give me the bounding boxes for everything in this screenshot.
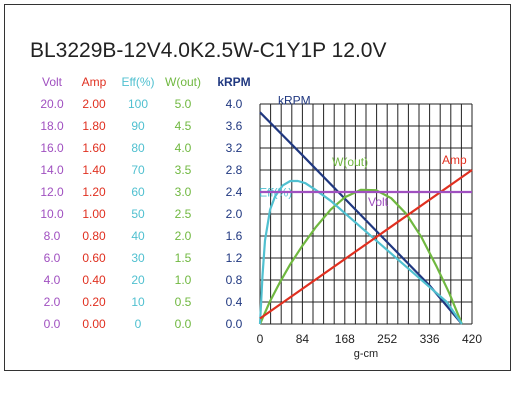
- axis-tick-volt: 16.0: [40, 141, 64, 155]
- axis-tick-wout: 0.5: [175, 295, 192, 309]
- axis-tick-volt: 2.0: [44, 295, 61, 309]
- axis-tick-krpm: 2.8: [226, 163, 243, 177]
- axis-tick-eff: 50: [131, 207, 145, 221]
- axis-tick-wout: 4.0: [175, 141, 192, 155]
- x-tick-label: 420: [462, 332, 482, 346]
- axis-tick-volt: 20.0: [40, 97, 64, 111]
- axis-tick-amp: 1.40: [82, 163, 106, 177]
- series-line-wout: [258, 188, 463, 325]
- axis-tick-wout: 3.5: [175, 163, 192, 177]
- axis-tick-krpm: 0.4: [226, 295, 243, 309]
- axis-tick-krpm: 2.4: [226, 185, 243, 199]
- axis-tick-krpm: 3.2: [226, 141, 243, 155]
- axis-header-krpm: kRPM: [217, 75, 250, 89]
- axis-tick-eff: 20: [131, 273, 145, 287]
- axis-header-eff: Eff(%): [121, 75, 154, 89]
- axis-tick-amp: 0.00: [82, 317, 106, 331]
- axis-tick-eff: 100: [128, 97, 148, 111]
- axis-tick-eff: 40: [131, 229, 145, 243]
- axis-tick-volt: 14.0: [40, 163, 64, 177]
- axis-header-wout: W(out): [165, 75, 201, 89]
- axis-tick-wout: 3.0: [175, 185, 192, 199]
- axis-tick-wout: 1.0: [175, 273, 192, 287]
- axis-header-amp: Amp: [82, 75, 107, 89]
- axis-tick-wout: 4.5: [175, 119, 192, 133]
- axis-tick-krpm: 2.0: [226, 207, 243, 221]
- series-line-krpm: [259, 111, 463, 325]
- axis-tick-amp: 1.80: [82, 119, 106, 133]
- chart-frame: [4, 4, 511, 371]
- axis-tick-amp: 0.60: [82, 251, 106, 265]
- axis-header-volt: Volt: [42, 75, 63, 89]
- series-label-amp: Amp: [442, 153, 467, 167]
- axis-tick-amp: 1.00: [82, 207, 106, 221]
- axis-tick-eff: 60: [131, 185, 145, 199]
- x-tick-label: 252: [377, 332, 397, 346]
- chart-title: BL3229B-12V4.0K2.5W-C1Y1P 12.0V: [30, 39, 386, 62]
- x-tick-label: 84: [296, 332, 310, 346]
- axis-tick-wout: 1.5: [175, 251, 192, 265]
- axis-tick-volt: 12.0: [40, 185, 64, 199]
- axis-tick-amp: 1.60: [82, 141, 106, 155]
- axis-tick-krpm: 0.8: [226, 273, 243, 287]
- axis-tick-volt: 18.0: [40, 119, 64, 133]
- axis-tick-volt: 4.0: [44, 273, 61, 287]
- series-label-volt: Volt: [368, 195, 389, 209]
- axis-tick-amp: 2.00: [82, 97, 106, 111]
- axis-tick-volt: 0.0: [44, 317, 61, 331]
- axis-tick-wout: 2.5: [175, 207, 192, 221]
- axis-tick-volt: 8.0: [44, 229, 61, 243]
- series-line-eff: [258, 179, 463, 325]
- x-tick-label: 0: [257, 332, 264, 346]
- series-label-wout: W(out): [332, 155, 368, 169]
- axis-tick-krpm: 4.0: [226, 97, 243, 111]
- x-axis-label: g-cm: [354, 348, 378, 360]
- axis-tick-wout: 0.0: [175, 317, 192, 331]
- axis-tick-eff: 90: [131, 119, 145, 133]
- axis-tick-krpm: 1.6: [226, 229, 243, 243]
- axis-tick-eff: 10: [131, 295, 145, 309]
- axis-tick-volt: 6.0: [44, 251, 61, 265]
- axis-tick-krpm: 0.0: [226, 317, 243, 331]
- series-line-amp: [259, 169, 473, 320]
- x-tick-label: 336: [420, 332, 440, 346]
- x-tick-label: 168: [335, 332, 355, 346]
- axis-tick-eff: 0: [135, 317, 142, 331]
- axis-tick-amp: 1.20: [82, 185, 106, 199]
- series-label-krpm: kRPM: [278, 93, 311, 107]
- axis-tick-volt: 10.0: [40, 207, 64, 221]
- axis-tick-eff: 30: [131, 251, 145, 265]
- axis-tick-eff: 70: [131, 163, 145, 177]
- axis-tick-eff: 80: [131, 141, 145, 155]
- axis-tick-wout: 5.0: [175, 97, 192, 111]
- axis-tick-wout: 2.0: [175, 229, 192, 243]
- axis-tick-krpm: 3.6: [226, 119, 243, 133]
- axis-tick-amp: 0.20: [82, 295, 106, 309]
- axis-tick-amp: 0.80: [82, 229, 106, 243]
- axis-tick-krpm: 1.2: [226, 251, 243, 265]
- axis-tick-amp: 0.40: [82, 273, 106, 287]
